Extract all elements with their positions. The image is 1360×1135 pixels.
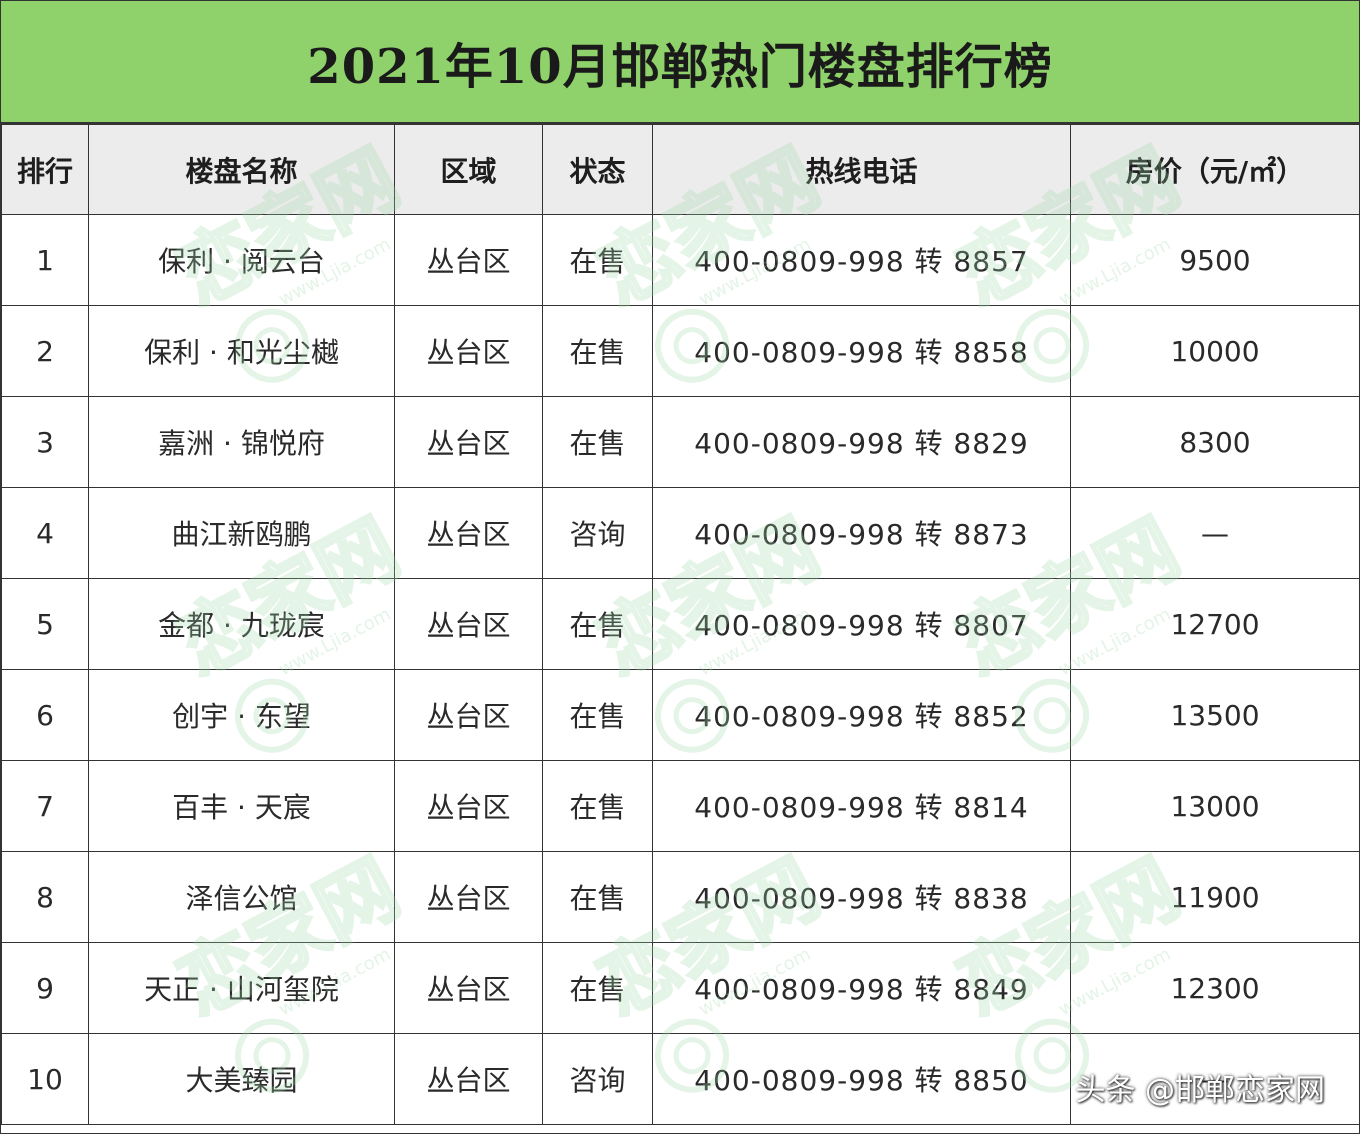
table-row: 6 创宇 · 东望 丛台区 在售 400-0809-998 转 8852 135… (1, 669, 1360, 761)
project-name-cell: 曲江新鸥鹏 (88, 487, 395, 579)
title-bar: 2021年10月邯郸热门楼盘排行榜 (1, 1, 1359, 124)
price-cell: 11900 (1070, 851, 1360, 943)
status-cell: 在售 (542, 669, 653, 761)
header-status: 状态 (542, 124, 653, 215)
rank-cell: 1 (1, 214, 89, 306)
signature-text: 头条 @邯郸恋家网 (1075, 1073, 1325, 1108)
price-cell: 10000 (1070, 305, 1360, 397)
price-cell: 13500 (1070, 669, 1360, 761)
status-cell: 在售 (542, 760, 653, 852)
phone-cell: 400-0809-998 转 8807 (652, 578, 1071, 670)
table-row: 3 嘉洲 · 锦悦府 丛台区 在售 400-0809-998 转 8829 83… (1, 396, 1360, 488)
header-price: 房价（元/㎡） (1070, 124, 1360, 215)
status-cell: 在售 (542, 396, 653, 488)
header-phone: 热线电话 (652, 124, 1071, 215)
status-cell: 在售 (542, 942, 653, 1034)
price-cell: 13000 (1070, 760, 1360, 852)
rank-cell: 4 (1, 487, 89, 579)
phone-cell: 400-0809-998 转 8814 (652, 760, 1071, 852)
rank-cell: 2 (1, 305, 89, 397)
status-cell: 咨询 (542, 487, 653, 579)
price-cell: 9500 (1070, 214, 1360, 306)
area-cell: 丛台区 (394, 1033, 543, 1125)
table-row: 10 大美臻园 丛台区 咨询 400-0809-998 转 8850 — (1, 1033, 1360, 1125)
phone-cell: 400-0809-998 转 8858 (652, 305, 1071, 397)
table-row: 4 曲江新鸥鹏 丛台区 咨询 400-0809-998 转 8873 — (1, 487, 1360, 579)
area-cell: 丛台区 (394, 396, 543, 488)
area-cell: 丛台区 (394, 578, 543, 670)
header-name: 楼盘名称 (88, 124, 395, 215)
header-rank: 排行 (1, 124, 89, 215)
phone-cell: 400-0809-998 转 8873 (652, 487, 1071, 579)
source-signature: 头条 @邯郸恋家网 (1075, 1065, 1325, 1109)
page-title: 2021年10月邯郸热门楼盘排行榜 (307, 38, 1053, 95)
ranking-table: 排行 楼盘名称 区域 状态 热线电话 房价（元/㎡） 1 保利 · 阅云台 丛台… (1, 124, 1360, 1125)
project-name-cell: 金都 · 九珑宸 (88, 578, 395, 670)
rank-cell: 8 (1, 851, 89, 943)
project-name-cell: 大美臻园 (88, 1033, 395, 1125)
rank-cell: 6 (1, 669, 89, 761)
price-cell: — (1070, 1033, 1360, 1125)
status-cell: 咨询 (542, 1033, 653, 1125)
rank-cell: 10 (1, 1033, 89, 1125)
table-header-row: 排行 楼盘名称 区域 状态 热线电话 房价（元/㎡） (1, 124, 1360, 215)
phone-cell: 400-0809-998 转 8850 (652, 1033, 1071, 1125)
project-name-cell: 泽信公馆 (88, 851, 395, 943)
area-cell: 丛台区 (394, 305, 543, 397)
status-cell: 在售 (542, 578, 653, 670)
table-row: 7 百丰 · 天宸 丛台区 在售 400-0809-998 转 8814 130… (1, 760, 1360, 852)
area-cell: 丛台区 (394, 942, 543, 1034)
table-row: 5 金都 · 九珑宸 丛台区 在售 400-0809-998 转 8807 12… (1, 578, 1360, 670)
price-cell: 8300 (1070, 396, 1360, 488)
status-cell: 在售 (542, 214, 653, 306)
phone-cell: 400-0809-998 转 8852 (652, 669, 1071, 761)
project-name-cell: 天正 · 山河玺院 (88, 942, 395, 1034)
table-row: 9 天正 · 山河玺院 丛台区 在售 400-0809-998 转 8849 1… (1, 942, 1360, 1034)
project-name-cell: 保利 · 阅云台 (88, 214, 395, 306)
status-cell: 在售 (542, 305, 653, 397)
table-row: 8 泽信公馆 丛台区 在售 400-0809-998 转 8838 11900 (1, 851, 1360, 943)
project-name-cell: 保利 · 和光尘樾 (88, 305, 395, 397)
area-cell: 丛台区 (394, 760, 543, 852)
price-cell: 12300 (1070, 942, 1360, 1034)
rank-cell: 9 (1, 942, 89, 1034)
area-cell: 丛台区 (394, 851, 543, 943)
table-row: 2 保利 · 和光尘樾 丛台区 在售 400-0809-998 转 8858 1… (1, 305, 1360, 397)
table-row: 1 保利 · 阅云台 丛台区 在售 400-0809-998 转 8857 95… (1, 214, 1360, 306)
project-name-cell: 创宇 · 东望 (88, 669, 395, 761)
status-cell: 在售 (542, 851, 653, 943)
phone-cell: 400-0809-998 转 8829 (652, 396, 1071, 488)
rank-cell: 5 (1, 578, 89, 670)
area-cell: 丛台区 (394, 487, 543, 579)
phone-cell: 400-0809-998 转 8857 (652, 214, 1071, 306)
area-cell: 丛台区 (394, 214, 543, 306)
area-cell: 丛台区 (394, 669, 543, 761)
rank-cell: 7 (1, 760, 89, 852)
price-cell: 12700 (1070, 578, 1360, 670)
table-body: 1 保利 · 阅云台 丛台区 在售 400-0809-998 转 8857 95… (1, 214, 1360, 1125)
price-cell: — (1070, 487, 1360, 579)
header-area: 区域 (394, 124, 543, 215)
rank-cell: 3 (1, 396, 89, 488)
project-name-cell: 嘉洲 · 锦悦府 (88, 396, 395, 488)
phone-cell: 400-0809-998 转 8838 (652, 851, 1071, 943)
project-name-cell: 百丰 · 天宸 (88, 760, 395, 852)
phone-cell: 400-0809-998 转 8849 (652, 942, 1071, 1034)
